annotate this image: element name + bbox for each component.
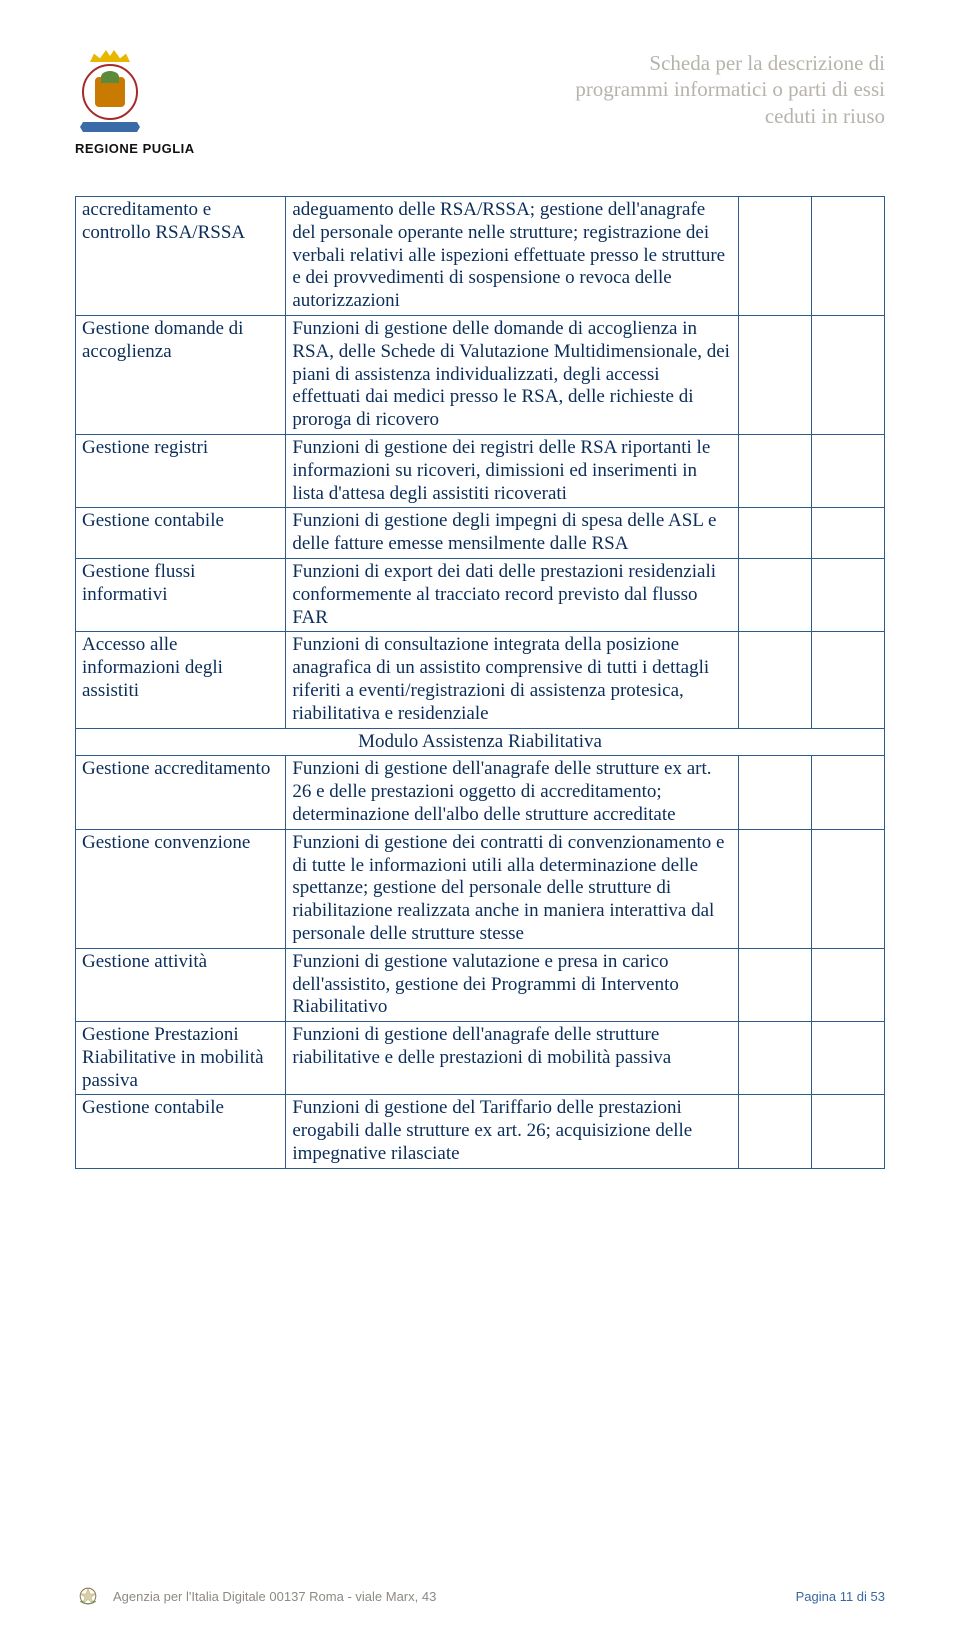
table-row: Gestione convenzioneFunzioni di gestione… (76, 829, 885, 948)
region-emblem (75, 50, 145, 135)
empty-cell (812, 315, 885, 434)
function-name-cell: Gestione convenzione (76, 829, 286, 948)
empty-cell (739, 508, 812, 559)
function-name-cell: Gestione domande di accoglienza (76, 315, 286, 434)
shield-icon (82, 64, 138, 120)
table-row: accreditamento e controllo RSA/RSSAadegu… (76, 197, 885, 316)
table-row: Gestione domande di accoglienzaFunzioni … (76, 315, 885, 434)
empty-cell (812, 197, 885, 316)
title-line: ceduti in riuso (575, 103, 885, 129)
italy-emblem-icon (75, 1583, 101, 1609)
function-description-cell: Funzioni di gestione dell'anagrafe delle… (286, 756, 739, 829)
function-name-cell: accreditamento e controllo RSA/RSSA (76, 197, 286, 316)
module-header-row: Modulo Assistenza Riabilitativa (76, 728, 885, 756)
function-name-cell: Gestione contabile (76, 508, 286, 559)
empty-cell (739, 829, 812, 948)
page-footer: Agenzia per l'Italia Digitale 00137 Roma… (75, 1583, 885, 1609)
functions-table: accreditamento e controllo RSA/RSSAadegu… (75, 196, 885, 1169)
function-name-cell: Gestione attività (76, 948, 286, 1021)
function-name-cell: Gestione contabile (76, 1095, 286, 1168)
table-row: Gestione flussi informativiFunzioni di e… (76, 558, 885, 631)
function-name-cell: Gestione Prestazioni Riabilitative in mo… (76, 1022, 286, 1095)
empty-cell (812, 508, 885, 559)
ribbon-icon (80, 122, 140, 132)
function-name-cell: Gestione flussi informativi (76, 558, 286, 631)
table-row: Gestione attivitàFunzioni di gestione va… (76, 948, 885, 1021)
region-label: REGIONE PUGLIA (75, 141, 195, 156)
function-description-cell: Funzioni di gestione dei contratti di co… (286, 829, 739, 948)
empty-cell (812, 829, 885, 948)
table-row: Gestione accreditamentoFunzioni di gesti… (76, 756, 885, 829)
function-description-cell: Funzioni di gestione del Tariffario dell… (286, 1095, 739, 1168)
function-description-cell: Funzioni di gestione delle domande di ac… (286, 315, 739, 434)
empty-cell (739, 756, 812, 829)
function-name-cell: Gestione registri (76, 434, 286, 507)
empty-cell (739, 1022, 812, 1095)
footer-agency: Agenzia per l'Italia Digitale 00137 Roma… (113, 1589, 436, 1604)
document-title: Scheda per la descrizione di programmi i… (575, 50, 885, 129)
function-description-cell: Funzioni di gestione dell'anagrafe delle… (286, 1022, 739, 1095)
empty-cell (812, 632, 885, 728)
function-name-cell: Accesso alle informazioni degli assistit… (76, 632, 286, 728)
empty-cell (739, 434, 812, 507)
empty-cell (812, 756, 885, 829)
function-description-cell: Funzioni di gestione degli impegni di sp… (286, 508, 739, 559)
function-description-cell: Funzioni di consultazione integrata dell… (286, 632, 739, 728)
empty-cell (739, 632, 812, 728)
page: REGIONE PUGLIA Scheda per la descrizione… (0, 0, 960, 1629)
table-row: Gestione registriFunzioni di gestione de… (76, 434, 885, 507)
empty-cell (739, 948, 812, 1021)
region-logo-block: REGIONE PUGLIA (75, 50, 195, 156)
empty-cell (812, 1095, 885, 1168)
table-row: Gestione contabileFunzioni di gestione d… (76, 508, 885, 559)
empty-cell (812, 948, 885, 1021)
table-row: Accesso alle informazioni degli assistit… (76, 632, 885, 728)
footer-page-number: Pagina 11 di 53 (796, 1589, 885, 1604)
empty-cell (739, 1095, 812, 1168)
title-line: programmi informatici o parti di essi (575, 76, 885, 102)
empty-cell (739, 558, 812, 631)
module-title: Modulo Assistenza Riabilitativa (76, 728, 885, 756)
empty-cell (812, 1022, 885, 1095)
table-row: Gestione Prestazioni Riabilitative in mo… (76, 1022, 885, 1095)
empty-cell (739, 315, 812, 434)
function-description-cell: adeguamento delle RSA/RSSA; gestione del… (286, 197, 739, 316)
crown-icon (90, 50, 130, 62)
empty-cell (812, 558, 885, 631)
function-description-cell: Funzioni di export dei dati delle presta… (286, 558, 739, 631)
title-line: Scheda per la descrizione di (575, 50, 885, 76)
empty-cell (739, 197, 812, 316)
function-description-cell: Funzioni di gestione dei registri delle … (286, 434, 739, 507)
function-description-cell: Funzioni di gestione valutazione e presa… (286, 948, 739, 1021)
empty-cell (812, 434, 885, 507)
page-header: REGIONE PUGLIA Scheda per la descrizione… (75, 50, 885, 156)
function-name-cell: Gestione accreditamento (76, 756, 286, 829)
table-row: Gestione contabileFunzioni di gestione d… (76, 1095, 885, 1168)
